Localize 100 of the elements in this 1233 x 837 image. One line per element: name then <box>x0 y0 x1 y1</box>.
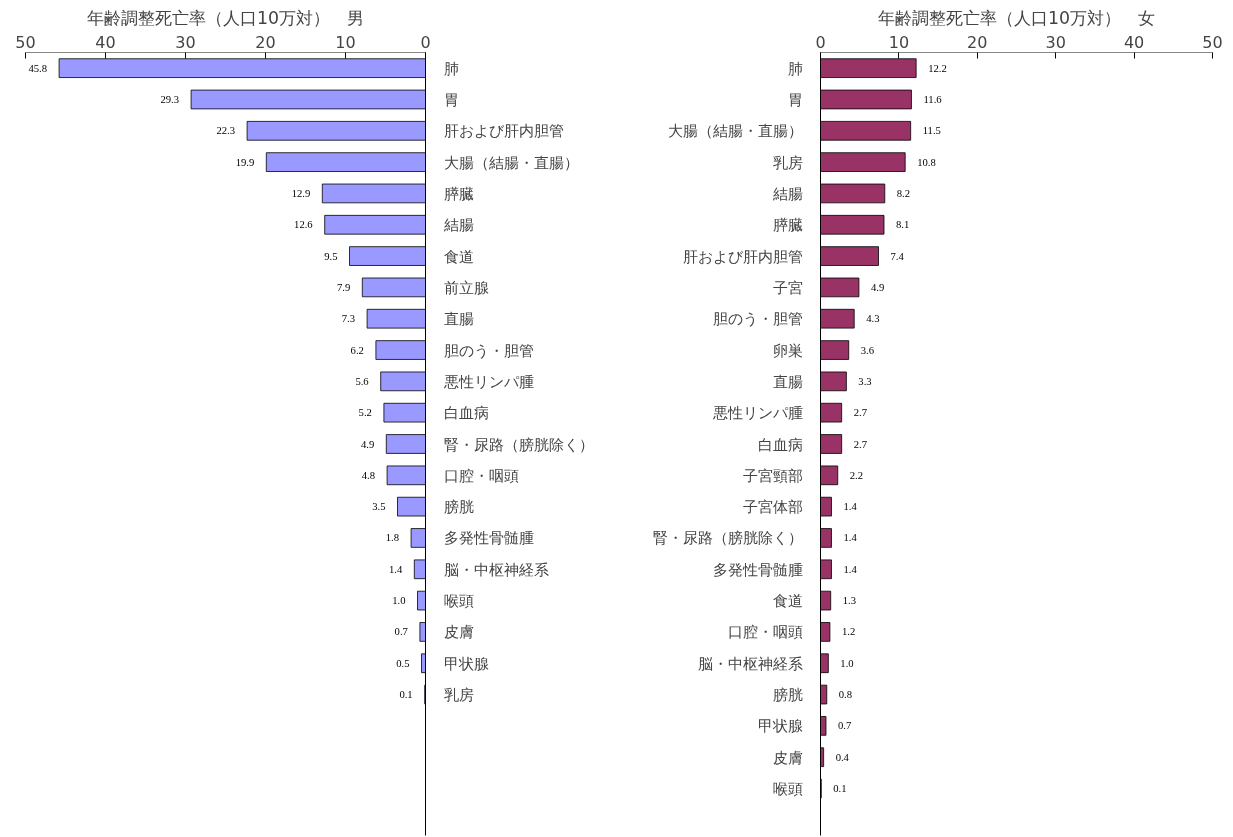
y-tick-label: 直腸 <box>443 310 474 328</box>
y-tick-label: 子宮体部 <box>742 498 803 516</box>
data-label: 4.9 <box>870 281 885 293</box>
y-tick-label: 食道 <box>443 247 474 265</box>
y-tick-label: 口腔・咽頭 <box>727 623 803 641</box>
data-label: 7.3 <box>341 313 356 325</box>
data-label: 1.8 <box>385 532 400 544</box>
y-tick-label: 悪性リンパ腫 <box>711 404 803 422</box>
y-tick-label: 子宮頸部 <box>742 466 803 484</box>
x-tick-label: 0 <box>420 32 431 52</box>
y-tick-label: 肺 <box>443 59 459 77</box>
data-label: 0.7 <box>837 720 852 732</box>
data-label: 11.6 <box>923 93 943 105</box>
data-label: 1.3 <box>842 595 857 607</box>
data-label: 1.0 <box>840 657 854 669</box>
data-label: 1.4 <box>843 532 858 544</box>
data-label: 0.8 <box>838 689 853 701</box>
y-tick-label: 大腸（結腸・直腸） <box>443 153 579 171</box>
x-tick-label: 50 <box>1202 32 1223 52</box>
data-label: 3.6 <box>860 344 875 356</box>
y-tick-label: 白血病 <box>757 435 803 453</box>
data-label: 4.8 <box>361 469 376 481</box>
y-tick-label: 食道 <box>772 592 803 610</box>
y-tick-label: 肝および肝内胆管 <box>443 122 564 140</box>
x-tick-label: 50 <box>15 32 36 52</box>
chart-title: 年齢調整死亡率（人口10万対） 男 <box>86 7 365 28</box>
data-label: 0.7 <box>394 626 409 638</box>
y-tick-label: 前立腺 <box>443 278 489 296</box>
data-label: 12.9 <box>291 187 311 199</box>
y-tick-label: 乳房 <box>443 686 474 704</box>
y-tick-label: 皮膚 <box>772 748 803 766</box>
x-tick-label: 10 <box>888 32 910 52</box>
x-tick-label: 30 <box>1045 32 1066 52</box>
x-tick-label: 40 <box>1123 32 1145 52</box>
y-tick-label: 乳房 <box>772 153 803 171</box>
y-tick-label: 白血病 <box>443 404 489 422</box>
data-label: 5.6 <box>355 375 370 387</box>
data-label: 6.2 <box>350 344 364 356</box>
y-tick-label: 結腸 <box>442 216 474 234</box>
x-tick-label: 0 <box>815 32 826 52</box>
data-label: 11.5 <box>922 125 941 137</box>
y-tick-label: 皮膚 <box>443 623 474 641</box>
data-label: 12.2 <box>928 62 947 74</box>
y-tick-label: 結腸 <box>771 184 803 202</box>
y-tick-label: 脳・中枢神経系 <box>697 654 803 672</box>
y-tick-label: 腎・尿路（膀胱除く） <box>652 529 803 547</box>
y-tick-label: 大腸（結腸・直腸） <box>667 122 803 140</box>
y-tick-label: 喉頭 <box>443 592 474 610</box>
data-label: 12.6 <box>294 219 314 231</box>
y-tick-label: 甲状腺 <box>443 654 489 672</box>
data-label: 0.1 <box>399 689 413 701</box>
data-label: 10.8 <box>917 156 936 168</box>
data-label: 1.2 <box>841 626 856 638</box>
data-label: 2.7 <box>853 438 868 450</box>
data-label: 22.3 <box>216 125 236 137</box>
data-label: 29.3 <box>160 93 180 105</box>
y-tick-label: 脳・中枢神経系 <box>443 560 549 578</box>
x-tick-label: 20 <box>967 32 988 52</box>
y-tick-label: 直腸 <box>772 372 803 390</box>
y-tick-label: 膀胱 <box>443 498 474 516</box>
data-label: 1.4 <box>388 563 403 575</box>
data-label: 19.9 <box>235 156 255 168</box>
data-label: 8.2 <box>896 187 911 199</box>
data-label: 3.5 <box>372 501 386 513</box>
data-label: 45.8 <box>28 62 48 74</box>
y-tick-label: 多発性骨髄腫 <box>443 529 534 547</box>
x-tick-label: 10 <box>335 32 356 52</box>
data-label: 5.2 <box>358 407 372 419</box>
y-tick-label: 肺 <box>787 59 803 77</box>
data-label: 4.3 <box>866 313 880 325</box>
y-tick-label: 膵臓 <box>772 216 803 234</box>
data-label: 8.1 <box>896 219 910 231</box>
data-label: 1.4 <box>843 501 858 513</box>
y-tick-label: 喉頭 <box>772 780 803 798</box>
y-tick-label: 胃 <box>787 90 803 108</box>
y-tick-label: 膀胱 <box>772 686 803 704</box>
data-label: 2.2 <box>849 469 864 481</box>
y-tick-label: 子宮 <box>772 278 803 296</box>
y-tick-label: 卵巣 <box>772 341 803 359</box>
y-tick-label: 悪性リンパ腫 <box>442 372 534 390</box>
y-tick-label: 口腔・咽頭 <box>443 466 519 484</box>
chart-title: 年齢調整死亡率（人口10万対） 女 <box>877 7 1156 28</box>
y-tick-label: 肝および肝内胆管 <box>682 247 803 265</box>
data-label: 2.7 <box>853 407 868 419</box>
data-label: 9.5 <box>324 250 338 262</box>
y-tick-label: 膵臓 <box>443 184 474 202</box>
y-tick-label: 腎・尿路（膀胱除く） <box>443 435 594 453</box>
data-label: 7.4 <box>890 250 905 262</box>
y-tick-label: 胆のう・胆管 <box>443 341 534 359</box>
data-label: 1.4 <box>843 563 858 575</box>
x-tick-label: 30 <box>175 32 196 52</box>
data-label: 1.0 <box>392 595 406 607</box>
y-tick-label: 多発性骨髄腫 <box>712 560 803 578</box>
x-tick-label: 20 <box>255 32 276 52</box>
data-label: 0.1 <box>833 783 847 795</box>
data-label: 3.3 <box>858 375 872 387</box>
data-label: 4.9 <box>360 438 375 450</box>
x-tick-label: 40 <box>95 32 116 52</box>
data-label: 0.4 <box>835 751 850 763</box>
y-tick-label: 胆のう・胆管 <box>712 310 803 328</box>
